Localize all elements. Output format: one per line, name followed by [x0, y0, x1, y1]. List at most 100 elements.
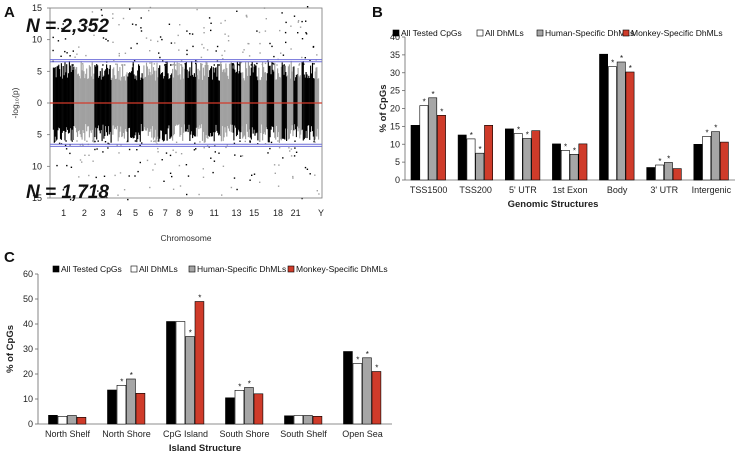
manhattan-point	[131, 23, 134, 25]
legend-label: Human-Specific DhMLs	[197, 264, 286, 274]
manhattan-point	[93, 34, 95, 36]
manhattan-point	[149, 186, 151, 189]
manhattan-point	[298, 63, 301, 65]
manhattan-point	[210, 157, 212, 159]
manhattan-point	[250, 64, 253, 66]
legend-swatch	[536, 29, 544, 37]
manhattan-point	[153, 63, 156, 65]
manhattan-point	[222, 165, 225, 167]
manhattan-point	[69, 198, 72, 201]
manhattan-point	[292, 177, 294, 179]
y-tick-label: 35	[390, 50, 400, 60]
manhattan-point	[161, 159, 163, 161]
bar-intergenic-series-3	[711, 131, 720, 181]
manhattan-point	[246, 16, 248, 18]
manhattan-point	[150, 140, 152, 142]
manhattan-point	[173, 63, 175, 66]
bar-north-shelf-series-2	[57, 415, 68, 425]
manhattan-point	[208, 17, 211, 19]
manhattan-point	[225, 146, 227, 149]
bar-north-shore-series-4	[135, 392, 146, 425]
manhattan-point	[118, 55, 120, 57]
x-tick-label: 1st Exon	[552, 185, 587, 195]
significance-star: *	[198, 294, 201, 303]
bar-tss1500-series-3	[428, 97, 438, 181]
manhattan-point	[278, 147, 281, 149]
legend-swatch	[287, 265, 295, 273]
bar-north-shelf-series-3	[67, 415, 77, 425]
manhattan-point	[290, 48, 292, 50]
manhattan-point	[273, 55, 275, 58]
manhattan-point	[306, 6, 309, 8]
manhattan-x-tick-label: 18	[273, 208, 283, 218]
manhattan-point	[259, 181, 261, 183]
manhattan-point	[247, 42, 249, 45]
bar-body-series-4	[625, 71, 635, 181]
significance-star: *	[629, 64, 632, 73]
legend-label: Monkey-Specific DhMLs	[631, 28, 723, 38]
significance-star: *	[423, 98, 426, 107]
manhattan-point	[175, 151, 177, 154]
manhattan-y-tick-label: 10	[32, 161, 42, 171]
manhattan-point	[220, 64, 222, 66]
manhattan-point	[116, 144, 118, 146]
manhattan-point	[64, 50, 66, 53]
significance-star: *	[573, 146, 576, 155]
bar-body-series-1	[599, 53, 608, 181]
significance-star: *	[189, 329, 192, 338]
y-tick-label: 10	[390, 139, 400, 149]
manhattan-point	[94, 140, 96, 143]
manhattan-point	[64, 144, 67, 147]
manhattan-point	[216, 60, 219, 62]
n-up-label: N = 2,352	[26, 16, 109, 37]
manhattan-point	[118, 152, 120, 154]
manhattan-point	[178, 164, 181, 167]
manhattan-point	[195, 60, 197, 62]
bar-intergenic-series-2	[702, 136, 712, 181]
legend-swatch	[622, 29, 630, 37]
manhattan-point	[148, 9, 150, 12]
manhattan-point	[170, 64, 172, 66]
bar-1st-exon-series-2	[560, 150, 570, 181]
manhattan-point	[154, 163, 156, 165]
significance-star: *	[620, 54, 623, 63]
manhattan-point	[218, 152, 220, 154]
manhattan-point	[154, 140, 156, 142]
manhattan-point	[136, 149, 138, 151]
legend-label: Monkey-Specific DhMLs	[296, 264, 388, 274]
manhattan-point	[238, 64, 241, 66]
manhattan-point	[132, 64, 134, 66]
manhattan-point	[128, 148, 131, 151]
manhattan-point	[94, 148, 96, 151]
manhattan-point	[185, 164, 188, 166]
manhattan-point	[314, 141, 316, 143]
n-down-label: N = 1,718	[26, 182, 109, 203]
manhattan-point	[285, 41, 287, 44]
bar-5-utr-series-4	[531, 130, 541, 181]
manhattan-point	[126, 140, 128, 143]
manhattan-point	[289, 150, 291, 152]
manhattan-point	[81, 161, 83, 163]
manhattan-point	[79, 22, 81, 24]
manhattan-point	[215, 50, 217, 52]
manhattan-point	[72, 50, 74, 52]
manhattan-point	[58, 142, 61, 145]
manhattan-point	[248, 43, 250, 45]
manhattan-point	[76, 140, 78, 142]
manhattan-point	[65, 148, 68, 150]
significance-star: *	[238, 382, 241, 391]
legend-label: All Tested CpGs	[401, 28, 462, 38]
significance-star: *	[375, 364, 378, 373]
manhattan-point	[236, 188, 238, 191]
manhattan-point	[96, 148, 98, 150]
legend-label: Human-Specific DhMLs	[545, 28, 634, 38]
manhattan-point	[78, 46, 80, 48]
manhattan-point	[249, 140, 251, 142]
bar-body-series-2	[607, 66, 617, 181]
panel-letter-c: C	[4, 249, 15, 266]
manhattan-point	[112, 17, 114, 19]
manhattan-point	[134, 175, 136, 177]
manhattan-point	[62, 189, 65, 191]
